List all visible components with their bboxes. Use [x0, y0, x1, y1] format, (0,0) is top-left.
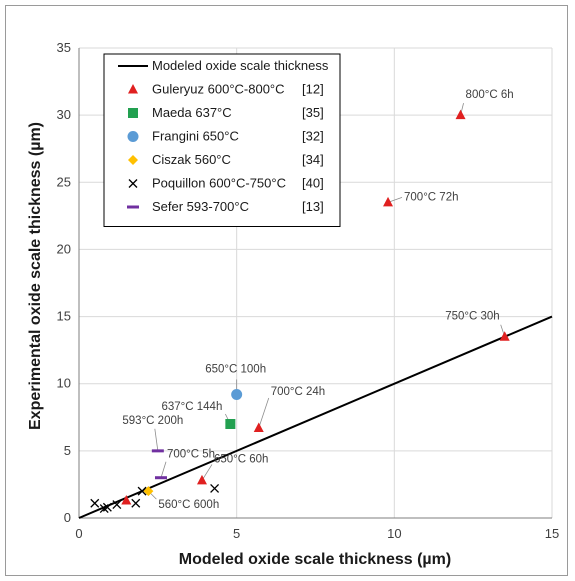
x-marker-stroke: [102, 502, 112, 512]
data-point-series-4: [90, 498, 100, 508]
legend-reference: [40]: [302, 176, 324, 191]
y-tick-label: 30: [57, 107, 71, 122]
annotation-leader: [160, 461, 167, 478]
legend-label: Ciszak 560°C: [152, 152, 231, 167]
annotation-leader: [154, 428, 159, 451]
legend-reference: [35]: [302, 105, 324, 120]
legend-swatch-series-0: [128, 84, 138, 94]
x-marker-stroke: [90, 498, 100, 508]
y-tick-label: 20: [57, 241, 71, 256]
data-point-series-2: [231, 388, 243, 400]
x-marker-stroke: [112, 500, 122, 510]
data-point-series-4: [131, 498, 141, 508]
data-point-series-5: [154, 476, 167, 480]
legend-swatch-series-2: [127, 131, 139, 142]
data-point-series-3: [143, 486, 154, 497]
y-tick-label: 15: [57, 309, 71, 324]
legend-label: Sefer 593-700°C: [152, 199, 249, 214]
data-point-series-4: [137, 486, 147, 496]
annotation-label: 593°C 200h: [122, 415, 183, 427]
legend-label: Frangini 650°C: [152, 129, 239, 144]
y-tick-label: 35: [57, 40, 71, 55]
x-tick-label: 5: [233, 526, 240, 541]
data-point-series-0: [121, 495, 132, 505]
data-point-series-0: [499, 331, 510, 341]
data-points: [90, 109, 510, 514]
y-tick-label: 0: [64, 510, 71, 525]
annotations: 800°C 6h 700°C 72h 750°C 30h 650°C 100h 637°…: [122, 89, 513, 511]
x-tick-label: 10: [387, 526, 401, 541]
legend-swatch-series-1: [128, 108, 138, 118]
legend-box: [103, 53, 341, 227]
y-axis-title: Experimental oxide scale thickness (µm): [27, 122, 44, 430]
annotation-label: 650°C 100h: [205, 363, 266, 375]
x-marker-stroke: [210, 483, 220, 493]
model-line: [78, 315, 553, 519]
legend-reference: [34]: [302, 152, 324, 167]
y-tick-label: 5: [64, 443, 71, 458]
legend-label: Maeda 637°C: [152, 105, 232, 120]
data-point-series-0: [383, 196, 394, 207]
annotation-label: 637°C 144h: [161, 401, 222, 413]
legend-label-model-line: Modeled oxide scale thickness: [152, 58, 329, 73]
grid-lines: [78, 47, 553, 519]
x-tick-label: 15: [545, 526, 559, 541]
data-point-series-4: [210, 483, 220, 493]
legend-swatch-series-3: [128, 155, 138, 165]
x-axis-title: Modeled oxide scale thickness (µm): [179, 551, 451, 568]
legend-swatch-series-4: [128, 179, 138, 188]
legend: Modeled oxide scale thickness Guleryuz 60…: [103, 53, 341, 227]
annotation-leader: [201, 464, 213, 481]
annotation-label: 800°C 6h: [466, 89, 514, 101]
annotation-label: 750°C 30h: [445, 311, 499, 323]
legend-swatch-series-5: [127, 205, 139, 209]
x-tick-label: 0: [75, 526, 82, 541]
annotation-label: 560°C 600h: [158, 499, 219, 511]
legend-reference: [32]: [302, 129, 324, 144]
legend-label: Poquillon 600°C-750°C: [152, 176, 286, 191]
annotation-label: 700°C 72h: [404, 191, 458, 203]
y-tick-label: 25: [57, 174, 71, 189]
model-line-group: [78, 315, 553, 519]
data-point-series-4: [112, 500, 122, 510]
x-marker-stroke: [137, 486, 147, 496]
data-point-series-5: [151, 449, 164, 453]
legend-reference: [12]: [302, 82, 324, 97]
x-marker-stroke: [128, 179, 138, 188]
annotation-label: 700°C 24h: [271, 386, 325, 398]
annotation-leaders: [148, 103, 506, 500]
data-point-series-0: [196, 474, 207, 485]
data-point-series-0: [455, 109, 466, 120]
legend-label: Guleryuz 600°C-800°C: [152, 82, 285, 97]
x-marker-stroke: [131, 498, 141, 508]
annotation-label: 650°C 60h: [214, 453, 268, 465]
tick-labels: 0 5 10 15 0 5 10 15 20 25 30 35: [57, 40, 560, 541]
legend-reference: [13]: [302, 199, 324, 214]
annotation-leader: [258, 397, 270, 429]
chart-frame: [5, 5, 568, 576]
data-point-series-0: [253, 422, 264, 433]
annotation-label: 700°C 5h: [167, 449, 215, 461]
data-point-series-1: [225, 419, 236, 429]
data-point-series-4: [102, 502, 112, 512]
y-tick-label: 10: [57, 376, 71, 391]
